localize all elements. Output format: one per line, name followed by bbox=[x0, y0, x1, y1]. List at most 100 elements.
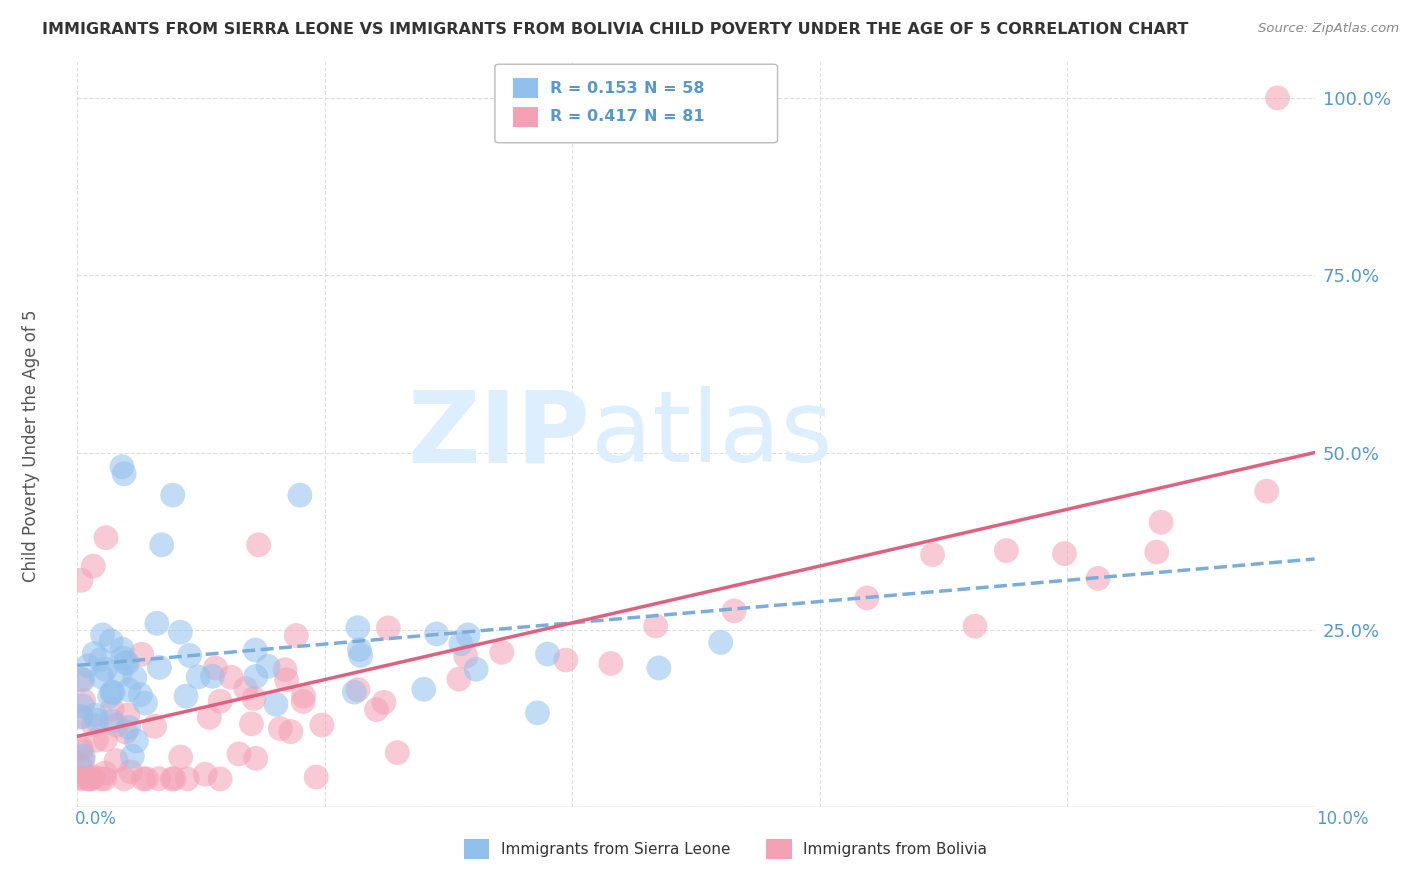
Point bbox=[94, 766, 117, 780]
Point bbox=[90, 670, 112, 684]
Point bbox=[121, 749, 143, 764]
Point bbox=[94, 531, 117, 545]
Text: Source: ZipAtlas.com: Source: ZipAtlas.com bbox=[1258, 22, 1399, 36]
Point bbox=[83, 647, 105, 661]
Point bbox=[245, 751, 267, 765]
Point bbox=[114, 725, 136, 739]
Point bbox=[347, 682, 370, 697]
Point bbox=[228, 747, 250, 761]
Point bbox=[135, 772, 157, 786]
Point bbox=[373, 695, 395, 709]
Point bbox=[1087, 571, 1109, 585]
Point bbox=[101, 702, 124, 716]
Point bbox=[554, 653, 576, 667]
Text: atlas: atlas bbox=[591, 386, 832, 483]
Point bbox=[111, 459, 134, 474]
Point bbox=[240, 717, 263, 731]
Point bbox=[526, 706, 548, 720]
Point bbox=[269, 722, 291, 736]
Point bbox=[118, 720, 141, 734]
Point bbox=[105, 754, 128, 768]
Text: 10.0%: 10.0% bbox=[1316, 810, 1369, 828]
Point bbox=[648, 661, 671, 675]
Point bbox=[201, 669, 224, 683]
Point bbox=[963, 619, 986, 633]
Point bbox=[245, 669, 267, 683]
Point bbox=[198, 710, 221, 724]
Point bbox=[79, 772, 101, 786]
Point bbox=[111, 651, 134, 665]
Point bbox=[77, 658, 100, 673]
Point bbox=[1150, 516, 1173, 530]
Point bbox=[125, 734, 148, 748]
Point bbox=[100, 634, 122, 648]
Point bbox=[347, 621, 370, 635]
Point bbox=[100, 714, 122, 728]
Point bbox=[257, 659, 280, 673]
Point bbox=[204, 661, 226, 675]
Point bbox=[72, 749, 94, 764]
Point bbox=[450, 637, 472, 651]
Point bbox=[276, 673, 298, 687]
Point bbox=[491, 645, 513, 659]
Text: Immigrants from Sierra Leone: Immigrants from Sierra Leone bbox=[501, 842, 730, 856]
Point bbox=[285, 628, 308, 642]
Point bbox=[84, 708, 107, 723]
Point bbox=[644, 619, 666, 633]
Point bbox=[129, 688, 152, 702]
Point bbox=[143, 719, 166, 733]
Point bbox=[288, 488, 311, 502]
Point bbox=[105, 718, 128, 732]
Point bbox=[70, 772, 93, 786]
Point bbox=[264, 698, 287, 712]
Text: R = 0.417: R = 0.417 bbox=[550, 110, 637, 124]
Point bbox=[70, 574, 93, 588]
Point bbox=[245, 643, 267, 657]
Point bbox=[187, 670, 209, 684]
Point bbox=[120, 764, 142, 779]
Point bbox=[447, 672, 470, 686]
Point bbox=[243, 691, 266, 706]
Point bbox=[101, 686, 124, 700]
Point bbox=[150, 538, 173, 552]
Point bbox=[599, 657, 621, 671]
Point bbox=[169, 625, 191, 640]
Point bbox=[465, 662, 488, 676]
Point bbox=[118, 682, 141, 697]
Point bbox=[146, 616, 169, 631]
Point bbox=[91, 628, 114, 642]
Point bbox=[1256, 484, 1278, 499]
Point bbox=[94, 732, 117, 747]
Point bbox=[194, 767, 217, 781]
Point bbox=[117, 707, 139, 722]
Point bbox=[82, 718, 104, 732]
Point bbox=[70, 743, 93, 757]
Point bbox=[98, 689, 121, 703]
Point bbox=[94, 662, 117, 676]
Point bbox=[111, 642, 134, 657]
Point bbox=[117, 656, 139, 670]
Point bbox=[112, 772, 135, 786]
Point bbox=[134, 696, 156, 710]
Text: ZIP: ZIP bbox=[408, 386, 591, 483]
Point bbox=[148, 772, 170, 786]
Text: Child Poverty Under the Age of 5: Child Poverty Under the Age of 5 bbox=[22, 310, 39, 582]
Point bbox=[387, 746, 409, 760]
Point bbox=[536, 647, 558, 661]
Point bbox=[114, 656, 136, 670]
Point bbox=[148, 660, 170, 674]
Point bbox=[209, 694, 232, 708]
Point bbox=[70, 673, 93, 687]
Point bbox=[349, 648, 371, 663]
Point bbox=[82, 770, 104, 784]
Point bbox=[94, 772, 117, 786]
Point bbox=[457, 628, 479, 642]
Text: Immigrants from Bolivia: Immigrants from Bolivia bbox=[803, 842, 987, 856]
Point bbox=[132, 772, 155, 786]
Point bbox=[1053, 547, 1076, 561]
Point bbox=[247, 538, 270, 552]
Point bbox=[280, 724, 302, 739]
Point bbox=[174, 689, 197, 703]
Point bbox=[70, 759, 93, 773]
Point bbox=[70, 771, 93, 785]
